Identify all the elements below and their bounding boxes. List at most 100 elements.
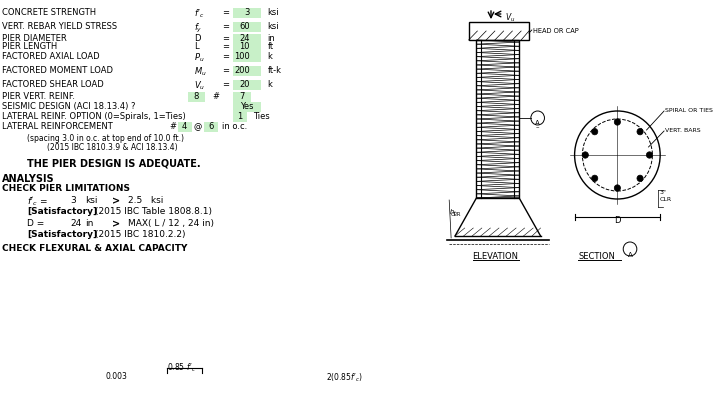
Text: >: > [112,196,120,206]
Text: k: k [267,80,272,89]
Text: D =: D = [27,219,45,228]
Text: ksi: ksi [267,8,279,17]
Text: SECTION: SECTION [578,252,616,261]
Text: ksi: ksi [267,22,279,31]
Text: A: A [628,252,632,258]
Text: 1: 1 [238,112,243,121]
Text: in: in [267,34,275,43]
Text: (2015 IBC Table 1808.8.1): (2015 IBC Table 1808.8.1) [95,207,212,216]
Bar [477,40,519,198]
Text: $f_y$: $f_y$ [194,22,203,35]
Text: [Satisfactory]: [Satisfactory] [27,207,97,216]
Text: =: = [222,34,229,43]
Text: PIER VERT. REINF.: PIER VERT. REINF. [2,92,75,101]
Text: ksi: ksi [86,196,98,205]
Text: –: – [536,124,539,130]
Text: CHECK PIER LIMITATIONS: CHECK PIER LIMITATIONS [2,184,130,193]
Text: VERT. BARS: VERT. BARS [665,128,701,133]
Text: (2015 IBC 1810.2.2): (2015 IBC 1810.2.2) [95,230,186,239]
Text: SEISMIC DESIGN (ACI 18.13.4) ?: SEISMIC DESIGN (ACI 18.13.4) ? [2,102,135,111]
Bar [233,92,251,102]
Text: $f'_c$: $f'_c$ [194,8,205,21]
Text: in o.c.: in o.c. [222,122,247,131]
Text: D: D [614,216,621,225]
Text: CLR: CLR [660,197,671,202]
Text: (2015 IBC 1810.3.9 & ACI 18.13.4): (2015 IBC 1810.3.9 & ACI 18.13.4) [47,143,177,152]
Text: 60: 60 [239,22,250,31]
Bar [233,102,261,112]
Text: @: @ [193,122,202,131]
Bar [233,8,261,18]
Text: 4: 4 [182,122,187,131]
Text: =: = [222,52,229,61]
Bar [188,92,205,102]
Text: $M_u$: $M_u$ [194,66,207,79]
Bar [233,80,261,90]
Text: in: in [86,219,94,228]
Text: $h_b$: $h_b$ [449,208,458,218]
Text: #: # [212,92,220,101]
Circle shape [614,119,621,125]
Text: =: = [222,22,229,31]
Circle shape [614,185,621,191]
Bar [233,52,261,62]
Text: 20: 20 [239,80,250,89]
Circle shape [592,128,598,135]
Text: [Satisfactory]: [Satisfactory] [27,230,97,239]
Text: LATERAL REINF. OPTION (0=Spirals, 1=Ties): LATERAL REINF. OPTION (0=Spirals, 1=Ties… [2,112,186,121]
Bar [233,112,247,122]
Text: PIER DIAMETER: PIER DIAMETER [2,34,67,43]
Text: FACTORED MOMENT LOAD: FACTORED MOMENT LOAD [2,66,113,75]
Text: 0.003: 0.003 [105,372,127,381]
Text: 3: 3 [70,196,76,205]
Circle shape [647,152,652,158]
Text: L: L [194,42,199,51]
Text: MAX( L / 12 , 24 in): MAX( L / 12 , 24 in) [128,219,215,228]
Circle shape [582,152,588,158]
Bar [469,22,529,40]
Text: #: # [170,122,176,131]
Text: $V_u$: $V_u$ [505,11,515,23]
Text: 0.85 $f'_c$: 0.85 $f'_c$ [167,361,197,373]
Text: 3": 3" [660,190,666,195]
Text: $P_u$: $P_u$ [194,52,205,64]
Bar [233,42,261,52]
Bar [233,22,261,32]
Text: SPIRAL OR TIES: SPIRAL OR TIES [665,108,713,113]
Circle shape [592,175,598,181]
Text: $2(0.85f'_c)$: $2(0.85f'_c)$ [325,372,363,384]
Text: (spacing 3.0 in o.c. at top end of 10.0 ft.): (spacing 3.0 in o.c. at top end of 10.0 … [27,134,184,143]
Bar [233,34,261,44]
Text: THE PIER DESIGN IS ADEQUATE.: THE PIER DESIGN IS ADEQUATE. [27,158,201,168]
Text: LATERAL REINFORCEMENT: LATERAL REINFORCEMENT [2,122,113,131]
Text: =: = [222,66,229,75]
Text: 10: 10 [239,42,250,51]
Bar [204,122,217,132]
Text: PIER LENGTH: PIER LENGTH [2,42,57,51]
Text: 200: 200 [234,66,250,75]
Text: Yes: Yes [240,102,253,111]
Text: 100: 100 [234,52,250,61]
Text: CLR: CLR [451,212,462,217]
Circle shape [637,128,643,135]
Text: ANALYSIS: ANALYSIS [2,174,55,184]
Text: D: D [194,34,201,43]
Bar [178,122,192,132]
Text: 2.5   ksi: 2.5 ksi [128,196,163,205]
Text: =: = [222,42,229,51]
Circle shape [575,111,660,199]
Text: 6: 6 [208,122,214,131]
Bar [233,66,261,76]
Text: k: k [267,52,272,61]
Text: VERT. REBAR YIELD STRESS: VERT. REBAR YIELD STRESS [2,22,117,31]
Text: CONCRETE STRENGTH: CONCRETE STRENGTH [2,8,96,17]
Text: 7: 7 [240,92,245,101]
Text: $f'_c$ =: $f'_c$ = [27,196,48,209]
Text: >: > [112,219,120,229]
Text: FACTORED SHEAR LOAD: FACTORED SHEAR LOAD [2,80,104,89]
Text: Ties: Ties [253,112,269,121]
Text: ELEVATION: ELEVATION [472,252,518,261]
Text: 8: 8 [194,92,199,101]
Text: $V_u$: $V_u$ [194,80,206,92]
Text: =: = [222,8,229,17]
